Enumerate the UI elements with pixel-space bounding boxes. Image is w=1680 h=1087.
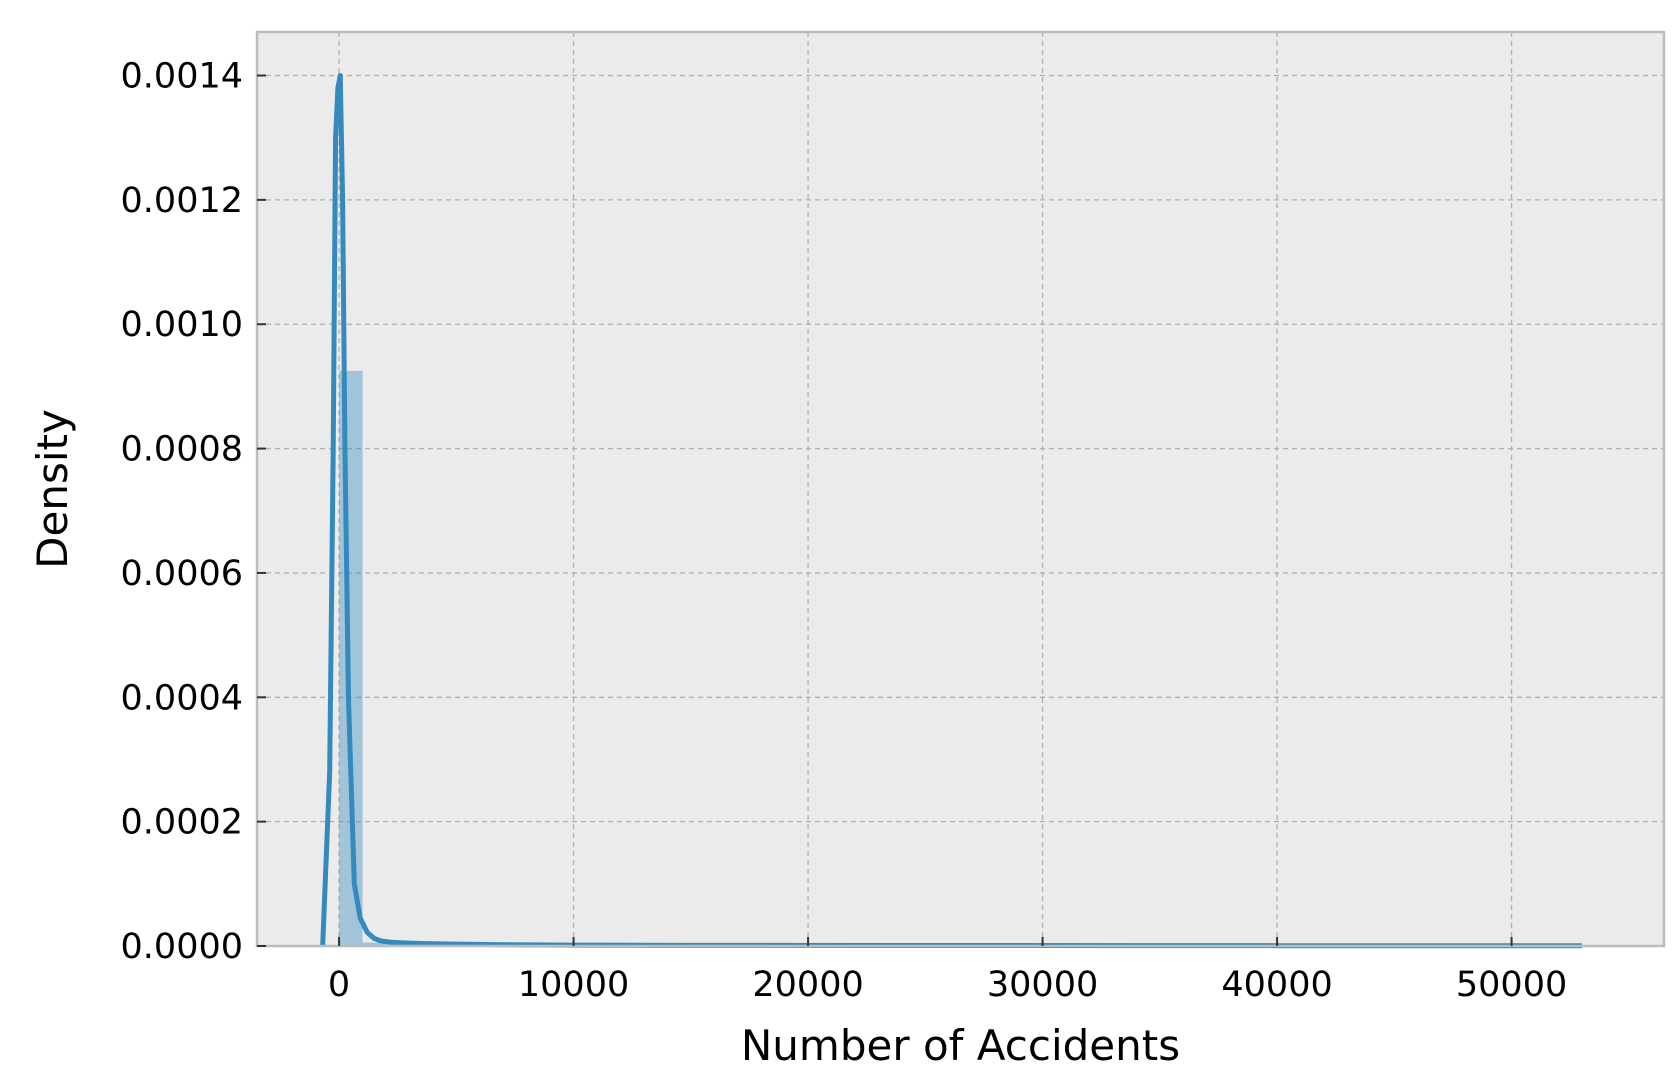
y-tick-label: 0.0004 xyxy=(121,678,243,718)
histogram-bar xyxy=(362,942,386,946)
x-tick-label: 10000 xyxy=(518,965,629,1005)
y-tick-label: 0.0012 xyxy=(121,181,243,221)
y-tick-label: 0.0006 xyxy=(121,554,243,594)
x-tick-label: 0 xyxy=(328,965,350,1005)
y-tick-label: 0.0014 xyxy=(121,57,243,97)
y-tick-label: 0.0010 xyxy=(121,305,243,345)
axis-ticks: 0 10000 20000 30000 40000 50000 0.0000 0.0002 0.… xyxy=(121,57,1568,1005)
plot-background xyxy=(257,32,1664,946)
x-tick-label: 50000 xyxy=(1456,965,1567,1005)
y-axis-label: Density xyxy=(28,409,77,569)
grid-lines xyxy=(257,32,1664,947)
y-tick-label: 0.0000 xyxy=(121,927,243,967)
y-tick-label: 0.0002 xyxy=(121,803,243,843)
x-tick-label: 20000 xyxy=(752,965,863,1005)
x-tick-label: 40000 xyxy=(1221,965,1332,1005)
x-tick-label: 30000 xyxy=(987,965,1098,1005)
plot-frame xyxy=(255,30,1666,948)
y-tick-label: 0.0008 xyxy=(121,430,243,470)
x-axis-label: Number of Accidents xyxy=(741,1021,1180,1070)
